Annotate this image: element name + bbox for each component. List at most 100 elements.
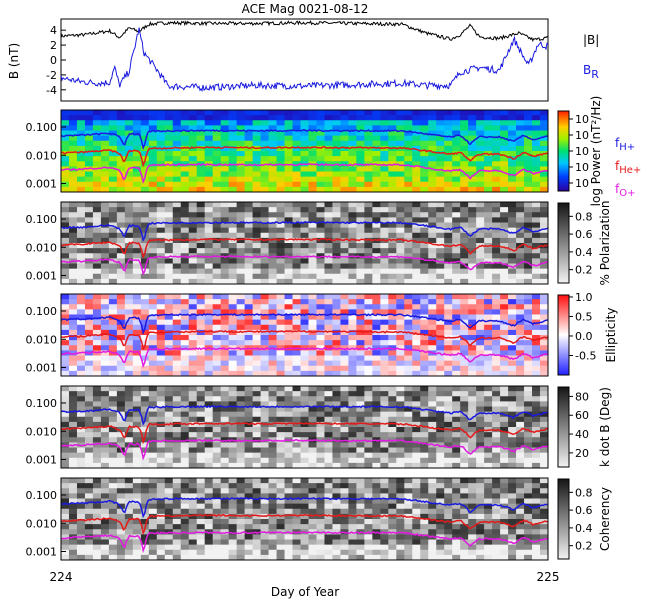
heatmap-cell — [508, 304, 517, 310]
heatmap-cell — [492, 186, 501, 193]
heatmap-cell — [61, 319, 70, 326]
heatmap-cell — [476, 386, 485, 392]
heatmap-cell — [100, 355, 110, 362]
heatmap-cell — [412, 273, 421, 280]
heatmap-cell — [492, 171, 501, 178]
heatmap-cell — [428, 329, 437, 336]
heatmap-cell — [188, 329, 198, 336]
heatmap-cell — [308, 350, 317, 356]
heatmap-cell — [220, 227, 230, 234]
heatmap-cell — [436, 120, 445, 126]
heatmap-cell — [84, 314, 94, 321]
heatmap-cell — [172, 171, 182, 178]
heatmap-cell — [388, 483, 397, 489]
heatmap-cell — [61, 370, 70, 377]
heatmap-cell — [364, 411, 373, 418]
heatmap-cell — [420, 212, 429, 218]
heatmap-cell — [532, 171, 541, 178]
heatmap-cell — [476, 442, 485, 448]
heatmap-cell — [164, 350, 174, 356]
heatmap-cell — [252, 483, 261, 489]
heatmap-cell — [76, 110, 86, 116]
heatmap-cell — [61, 324, 70, 331]
heatmap-cell — [372, 406, 381, 413]
heatmap-cell — [164, 258, 174, 264]
heatmap-cell — [308, 207, 317, 213]
heatmap-cell — [444, 217, 453, 223]
heatmap-cell — [236, 493, 246, 499]
heatmap-cell — [508, 110, 517, 116]
heatmap-cell — [460, 513, 469, 520]
heatmap-cell — [212, 268, 222, 275]
heatmap-cell — [276, 416, 285, 423]
heatmap-cell — [428, 202, 437, 208]
heatmap-cell — [420, 324, 429, 331]
heatmap-cell — [140, 529, 150, 535]
heatmap-cell — [452, 519, 461, 525]
heatmap-cell — [524, 273, 533, 280]
heatmap-cell — [540, 186, 549, 193]
heatmap-cell — [260, 125, 269, 131]
heatmap-cell — [100, 258, 110, 264]
heatmap-cell — [148, 503, 158, 510]
heatmap-cell — [220, 125, 230, 131]
heatmap-cell — [532, 401, 541, 407]
heatmap-cell — [164, 278, 174, 285]
heatmap-cell — [300, 524, 309, 530]
heatmap-cell — [396, 478, 405, 484]
heatmap-cell — [92, 386, 102, 392]
heatmap-cell — [460, 156, 469, 162]
heatmap-cell — [236, 391, 246, 397]
heatmap-cell — [228, 263, 238, 270]
heatmap-cell — [76, 202, 86, 208]
heatmap-cell — [220, 355, 230, 362]
heatmap-cell — [92, 151, 102, 157]
heatmap-cell — [140, 273, 150, 280]
heatmap-cell — [204, 457, 214, 464]
heatmap-cell — [292, 171, 301, 178]
heatmap-cell — [484, 370, 493, 377]
heatmap-cell — [228, 207, 238, 213]
heatmap-cell — [436, 319, 445, 326]
heatmap-cell — [516, 140, 525, 147]
heatmap-cell — [164, 130, 174, 137]
heatmap-cell — [468, 350, 477, 356]
heatmap-cell — [220, 462, 230, 469]
heatmap-cell — [428, 176, 437, 183]
heatmap-cell — [540, 273, 549, 280]
heatmap-cell — [172, 462, 182, 469]
heatmap-cell — [404, 243, 413, 249]
heatmap-cell — [132, 329, 142, 336]
heatmap-cell — [500, 278, 509, 285]
heatmap-cell — [116, 253, 126, 259]
heatmap-cell — [236, 452, 246, 459]
heatmap-cell — [476, 493, 485, 499]
heatmap-cell — [148, 273, 158, 280]
heatmap-cell — [244, 432, 253, 438]
heatmap-cell — [396, 314, 405, 321]
heatmap-cell — [460, 350, 469, 356]
heatmap-cell — [132, 432, 142, 438]
heatmap-cell — [532, 427, 541, 433]
heatmap-cell — [276, 345, 285, 351]
heatmap-cell — [284, 268, 293, 275]
heatmap-cell — [164, 212, 174, 218]
heatmap-cell — [76, 519, 86, 525]
heatmap-cell — [308, 534, 317, 540]
heatmap-cell — [284, 421, 293, 428]
heatmap-cell — [228, 442, 238, 448]
heatmap-cell — [444, 278, 453, 285]
gyro-line-f_O — [60, 255, 549, 276]
heatmap-cell — [332, 115, 341, 121]
heatmap-cell — [252, 110, 261, 116]
heatmap-cell — [444, 432, 453, 438]
heatmap-cell — [540, 120, 549, 126]
heatmap-cell — [468, 263, 477, 270]
heatmap-cell — [428, 115, 437, 121]
heatmap-cell — [524, 421, 533, 428]
heatmap-cell — [380, 508, 389, 515]
heatmap-cell — [356, 319, 365, 326]
heatmap-cell — [228, 309, 238, 315]
heatmap-cell — [196, 263, 206, 270]
heatmap-cell — [348, 478, 357, 484]
